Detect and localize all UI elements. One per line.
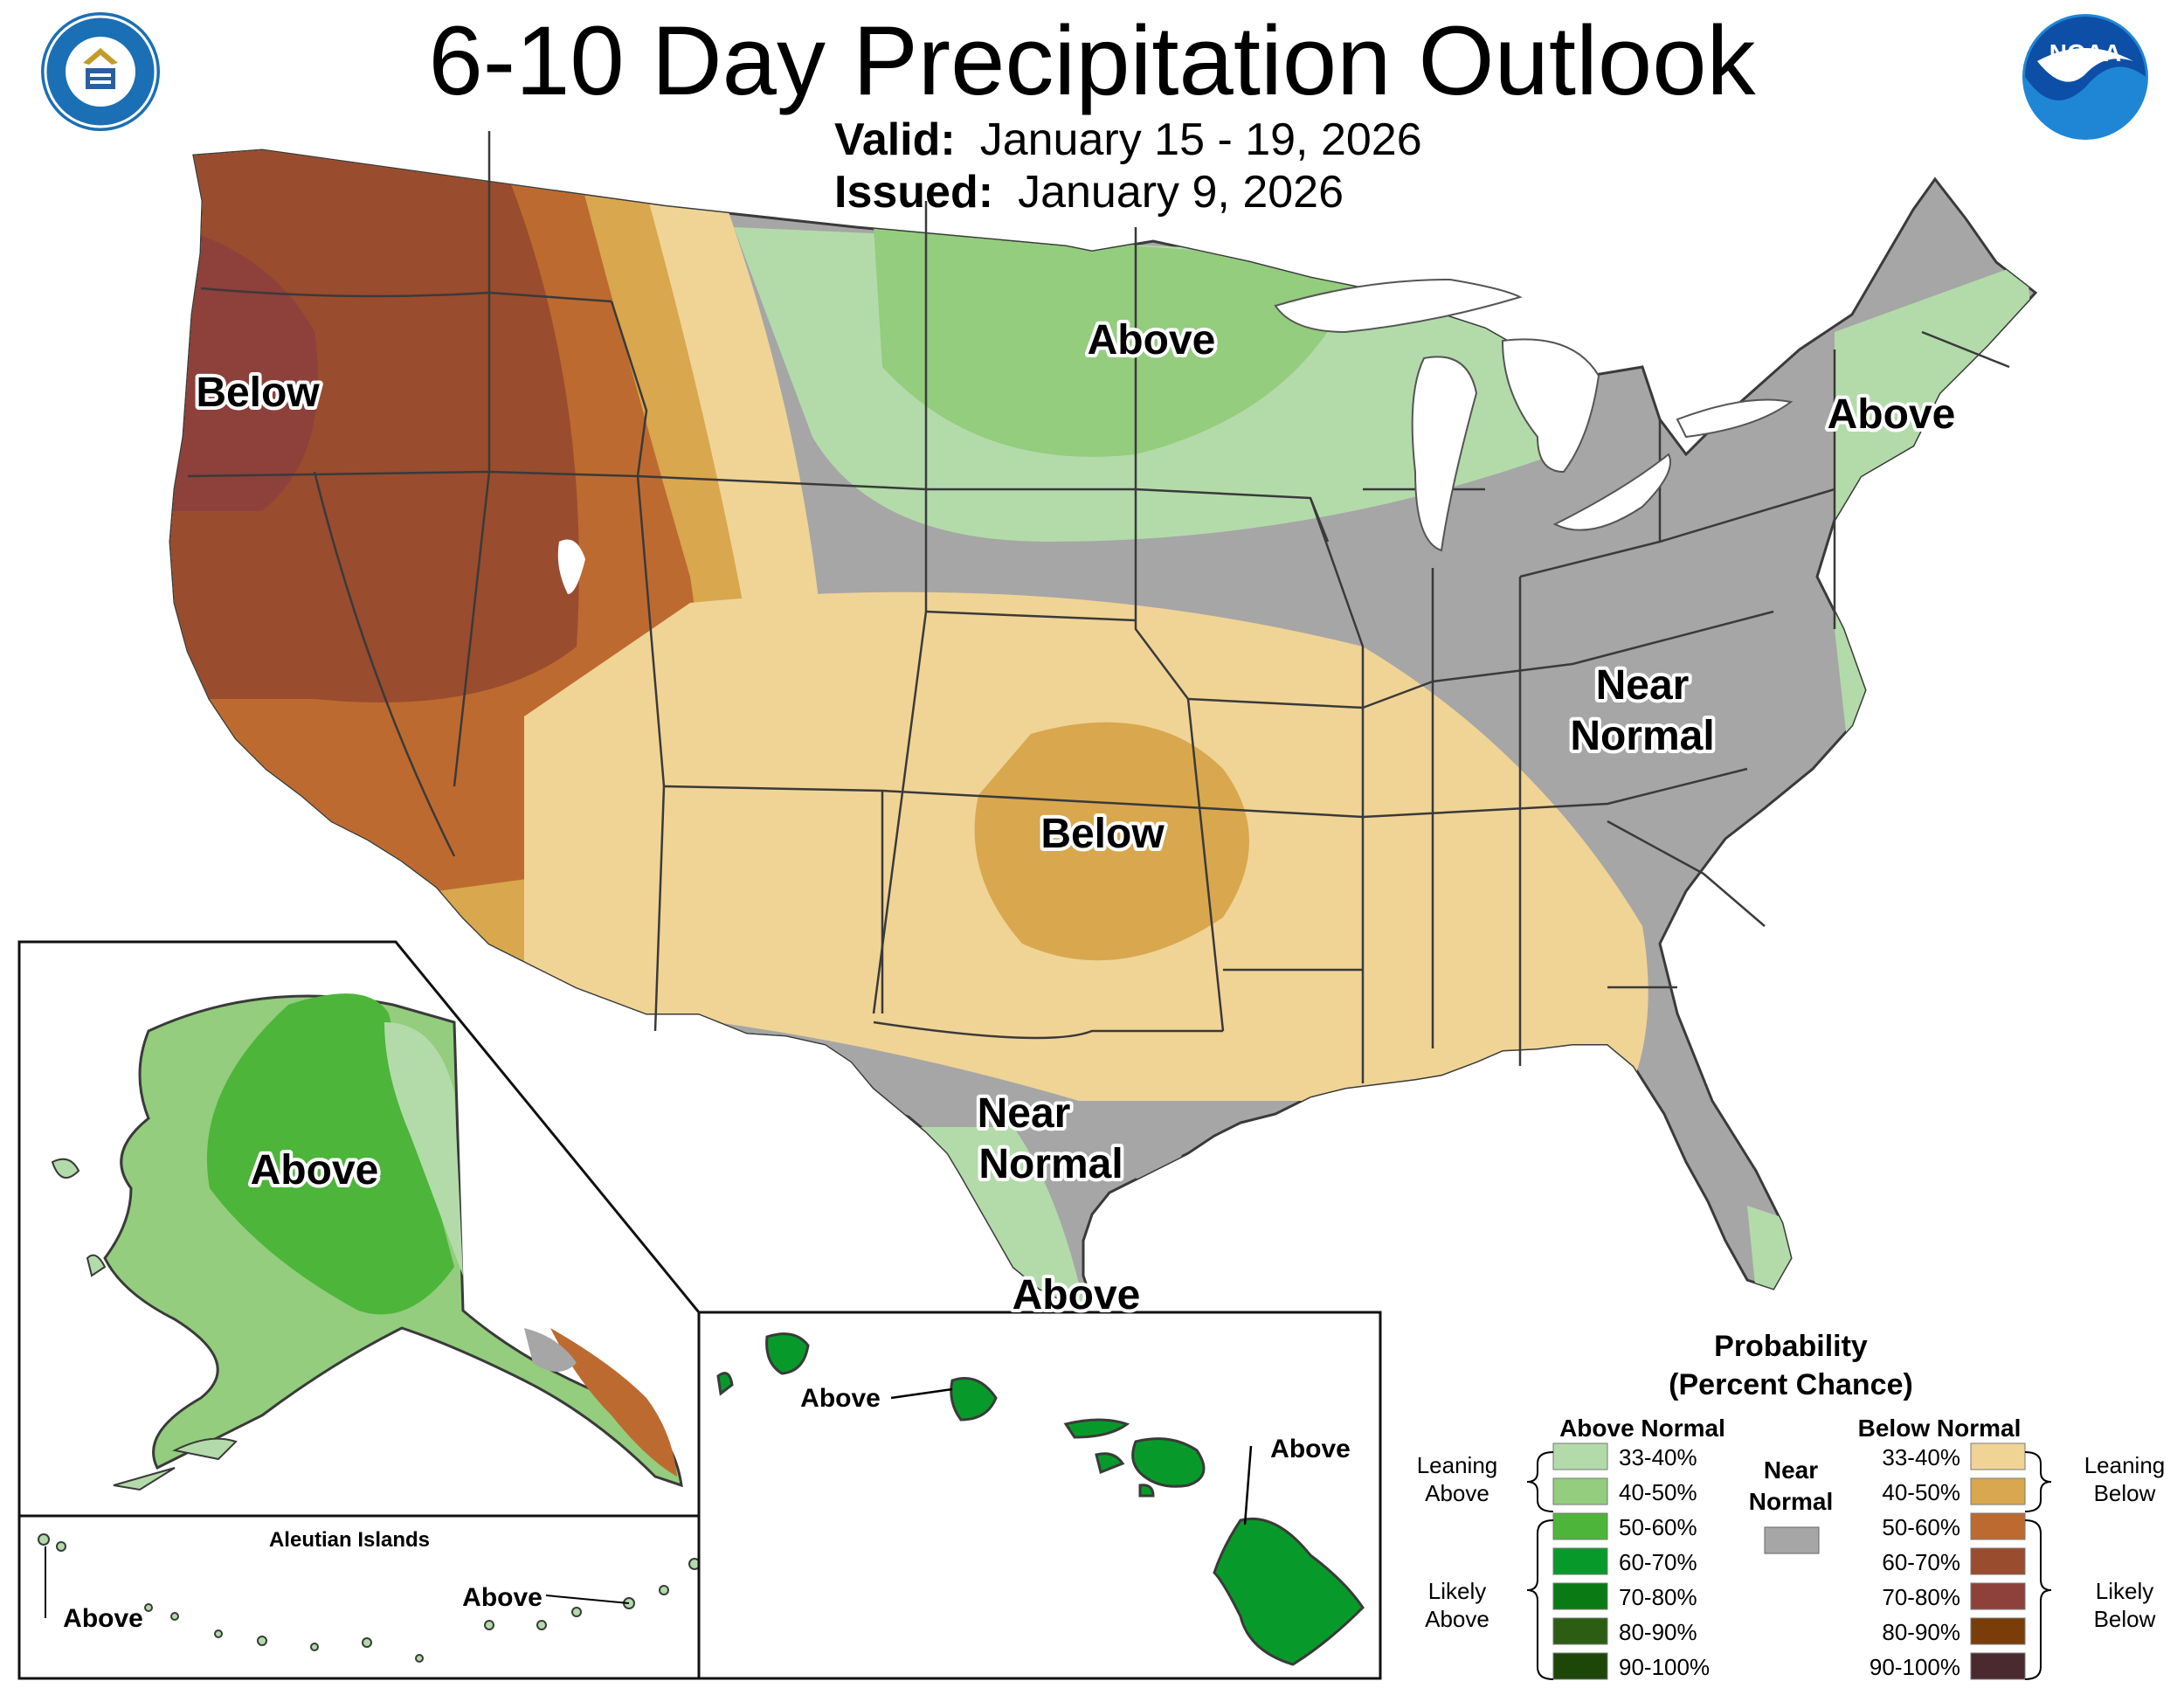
below-bin-swatch [1970,1477,2026,1505]
valid-value: January 15 - 19, 2026 [979,114,1422,165]
south-texas-above-label: Above [1013,1272,1141,1318]
likely-below-line2: Below [2094,1606,2156,1632]
below-bin-label: 70-80% [1882,1584,1960,1610]
likely-above-line2: Above [1425,1606,1489,1632]
leaning-below-line1: Leaning [2084,1452,2166,1478]
below-bin-swatch [1970,1442,2026,1470]
aleutian-title: Aleutian Islands [269,1528,430,1552]
alaska-label: Above [251,1147,379,1193]
commerce-seal-logo [41,12,160,131]
probability-legend: Probability (Percent Chance) Above Norma… [1417,1330,2166,1680]
issued-date: Issued: January 9, 2026 [834,166,1344,218]
texas-near-normal-label-line2: Normal [978,1141,1123,1187]
above-bin-label: 40-50% [1619,1479,1697,1505]
below-bin-label: 80-90% [1882,1619,1960,1645]
above-bin-swatch [1552,1547,1608,1575]
noaa-logo: NOAA [2022,14,2148,140]
leaning-above-line2: Above [1425,1480,1489,1506]
above-bin-swatch [1552,1617,1608,1645]
hawaii-west-label: Above [800,1384,881,1413]
below-bin-label: 90-100% [1870,1654,1960,1680]
alaska-inset: Above [17,940,701,1518]
below-bin-label: 33-40% [1882,1444,1960,1470]
leaning-below-line2: Below [2094,1480,2156,1506]
above-normal-header: Above Normal [1559,1415,1725,1442]
likely-below-line1: Likely [2096,1578,2153,1604]
above-bin-swatch [1552,1477,1608,1505]
east-near-normal-label-line1: Near [1596,662,1690,709]
north-central-above-label: Above [1088,317,1216,363]
above-bin-label: 70-80% [1619,1584,1697,1610]
above-bin-swatch [1552,1582,1608,1610]
above-bin-swatch [1552,1652,1608,1680]
below-bin-swatch [1970,1512,2026,1540]
aleutian-east-label: Above [462,1583,543,1612]
issued-value: January 9, 2026 [1018,167,1344,218]
below-bin-label: 50-60% [1882,1514,1960,1540]
aleutian-west-label: Above [63,1604,143,1633]
west-below-label: Below [196,370,320,416]
legend-title-line1: Probability [1714,1330,1868,1363]
svg-text:NOAA: NOAA [2049,39,2121,66]
east-near-normal-label-line2: Normal [1570,713,1714,759]
above-bin-swatch [1552,1442,1608,1470]
near-normal-swatch [1764,1526,1820,1554]
below-bin-label: 60-70% [1882,1549,1960,1575]
legend-title-line2: (Percent Chance) [1669,1368,1913,1401]
below-bin-swatch [1970,1617,2026,1645]
likely-above-line1: Likely [1428,1578,1486,1604]
map-title: 6-10 Day Precipitation Outlook [428,6,1756,115]
hawaii-inset: Above Above [697,1311,1382,1680]
conus-outlook [169,131,2038,1304]
above-bin-label: 50-60% [1619,1514,1697,1540]
leaning-above-line1: Leaning [1417,1452,1498,1478]
above-bin-label: 33-40% [1619,1444,1697,1470]
above-bin-label: 80-90% [1619,1619,1697,1645]
above-bin-swatch [1552,1512,1608,1540]
issued-label: Issued: [834,167,994,218]
northeast-above-label: Above [1828,391,1956,438]
texas-near-normal-label-line1: Near [978,1090,1071,1137]
above-bin-label: 60-70% [1619,1549,1697,1575]
hawaii-east-label: Above [1270,1435,1351,1463]
aleutian-inset: Aleutian Islands Above Above [17,1514,701,1680]
valid-label: Valid: [834,114,956,165]
below-bin-swatch [1970,1547,2026,1575]
below-bin-swatch [1970,1582,2026,1610]
below-bin-label: 40-50% [1882,1479,1960,1505]
below-bin-swatch [1970,1652,2026,1680]
near-normal-header-line1: Near [1764,1456,1818,1484]
valid-dates: Valid: January 15 - 19, 2026 [834,114,1422,166]
near-normal-header-line2: Normal [1749,1488,1833,1515]
above-bin-label: 90-100% [1619,1654,1710,1680]
below-normal-header: Below Normal [1858,1415,2022,1442]
south-central-below-label: Below [1040,811,1165,857]
